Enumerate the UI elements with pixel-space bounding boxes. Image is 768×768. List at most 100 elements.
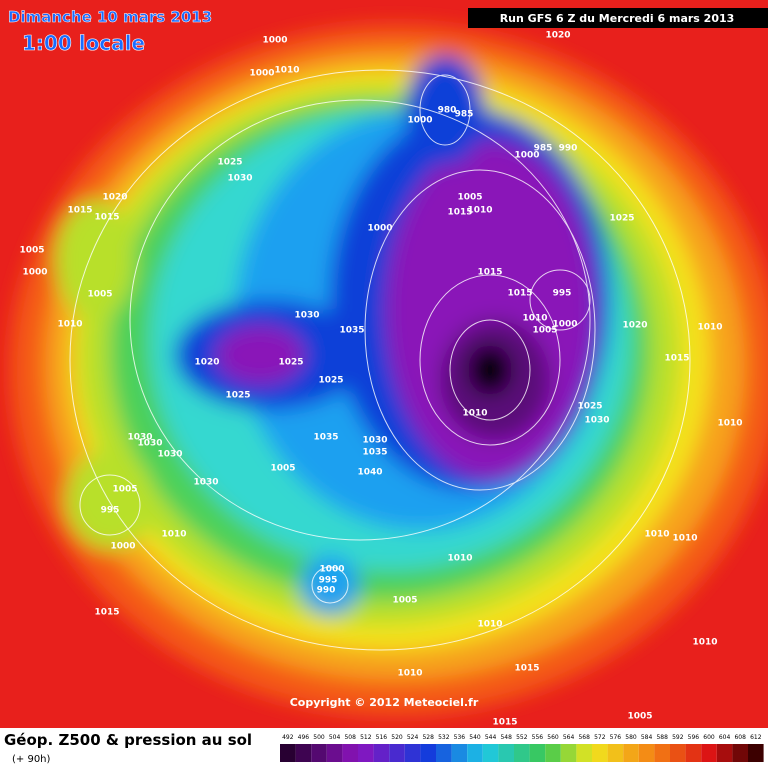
colorbar-swatch: [607, 744, 624, 762]
colorbar-label: 528: [422, 734, 434, 741]
lead-time: (+ 90h): [12, 754, 51, 765]
isobar-label: 1005: [627, 712, 652, 722]
isobar-label: 1040: [357, 468, 382, 478]
colorbar-label: 584: [641, 734, 653, 741]
footer-title: Géop. Z500 & pression au sol: [4, 731, 252, 749]
colorbar-swatch: [389, 744, 405, 762]
isobar-label: 1005: [532, 326, 557, 336]
colorbar-label: 544: [485, 734, 497, 741]
colorbar-swatch: [732, 744, 748, 762]
isobar-label: 1005: [270, 464, 295, 474]
isobar-label: 1020: [194, 358, 219, 368]
run-info: Run GFS 6 Z du Mercredi 6 mars 2013: [500, 12, 735, 25]
isobar-label: 1025: [217, 158, 242, 168]
isobar-label: 985: [455, 110, 474, 120]
isobar-label: 1000: [110, 542, 135, 552]
colorbar-swatch: [545, 744, 561, 762]
colorbar-swatch: [358, 744, 374, 762]
colorbar-swatch: [420, 744, 436, 762]
isobar-label: 1015: [67, 206, 92, 216]
isobar-label: 1030: [227, 174, 252, 184]
colorbar-label: 576: [610, 734, 622, 741]
isobar-label: 990: [559, 144, 578, 154]
colorbar-label: 512: [360, 734, 372, 741]
colorbar-label: 492: [282, 734, 294, 741]
forecast-date: Dimanche 10 mars 2013: [8, 8, 212, 26]
isobar-label: 995: [101, 506, 120, 516]
colorbar-swatch: [342, 744, 358, 762]
colorbar-label: 608: [734, 734, 746, 741]
isobar-label: 1005: [87, 290, 112, 300]
isobar-label: 990: [317, 586, 336, 596]
isobar-label: 1000: [262, 36, 287, 46]
colorbar-label: 572: [594, 734, 606, 741]
colorbar-label: 496: [298, 734, 310, 741]
colorbar-swatch: [685, 744, 702, 762]
colorbar-swatch: [404, 744, 421, 762]
isobar-label: 1025: [278, 358, 303, 368]
colorbar-label: 580: [625, 734, 637, 741]
isobar-label: 1010: [462, 409, 487, 419]
colorbar-label: 556: [532, 734, 544, 741]
isobar-label: 1030: [127, 433, 152, 443]
isobar-label: 1020: [102, 193, 127, 203]
colorbar-label: 536: [454, 734, 466, 741]
isobar-label: 1010: [717, 419, 742, 429]
isobar-label: 1035: [313, 433, 338, 443]
colorbar-label: 508: [344, 734, 356, 741]
isobar-label: 1015: [94, 608, 119, 618]
isobar-label: 1015: [94, 213, 119, 223]
isobar-label: 1030: [294, 311, 319, 321]
isobar-label: 1035: [339, 326, 364, 336]
colorbar-swatch: [467, 744, 483, 762]
colorbar-swatch: [436, 744, 452, 762]
isobar-label: 1005: [392, 596, 417, 606]
colorbar-swatch: [295, 744, 312, 762]
isobar-label: 1000: [407, 116, 432, 126]
isobar-label: 1020: [622, 321, 647, 331]
isobar-label: 1010: [692, 638, 717, 648]
isobar-label: 985: [534, 144, 553, 154]
isobar-label: 1025: [609, 214, 634, 224]
colorbar-swatch: [576, 744, 592, 762]
colorbar-swatch: [670, 744, 686, 762]
colorbar-label: 596: [688, 734, 700, 741]
colorbar-label: 552: [516, 734, 528, 741]
colorbar-label: 516: [376, 734, 388, 741]
copyright: Copyright © 2012 Meteociel.fr: [290, 696, 479, 709]
colorbar-label: 588: [656, 734, 668, 741]
isobar-label: 1000: [514, 151, 539, 161]
colorbar-swatch: [748, 744, 764, 762]
colorbar-swatch: [716, 744, 733, 762]
colorbar-label: 524: [407, 734, 419, 741]
colorbar-label: 600: [703, 734, 715, 741]
colorbar-swatch: [373, 744, 390, 762]
colorbar-label: 548: [500, 734, 512, 741]
isobar-label: 1000: [552, 320, 577, 330]
isobar-label: 1010: [644, 530, 669, 540]
colorbar-swatch: [623, 744, 639, 762]
forecast-time: 1:00 locale: [22, 31, 145, 55]
colorbar-label: 540: [469, 734, 481, 741]
isobar-label: 1010: [672, 534, 697, 544]
run-banner: [468, 8, 768, 28]
colorbar-label: 520: [391, 734, 403, 741]
isobar-label: 1005: [112, 485, 137, 495]
colorbar-swatch: [514, 744, 530, 762]
colorbar-swatch: [326, 744, 343, 762]
isobar-label: 1010: [697, 323, 722, 333]
isobar-label: 995: [319, 576, 338, 586]
colorbar-swatch: [701, 744, 717, 762]
isobar-label: 995: [553, 289, 572, 299]
colorbar-label: 604: [719, 734, 731, 741]
isobar-label: 1000: [22, 268, 47, 278]
colorbar-label: 500: [313, 734, 325, 741]
isobar-label: 1015: [492, 718, 517, 728]
isobar-label: 1025: [318, 376, 343, 386]
isobar-label: 1030: [584, 416, 609, 426]
colorbar-swatch: [654, 744, 670, 762]
isobar-label: 1030: [362, 436, 387, 446]
isobar-label: 1000: [249, 69, 274, 79]
isobar-label: 1020: [545, 31, 570, 41]
